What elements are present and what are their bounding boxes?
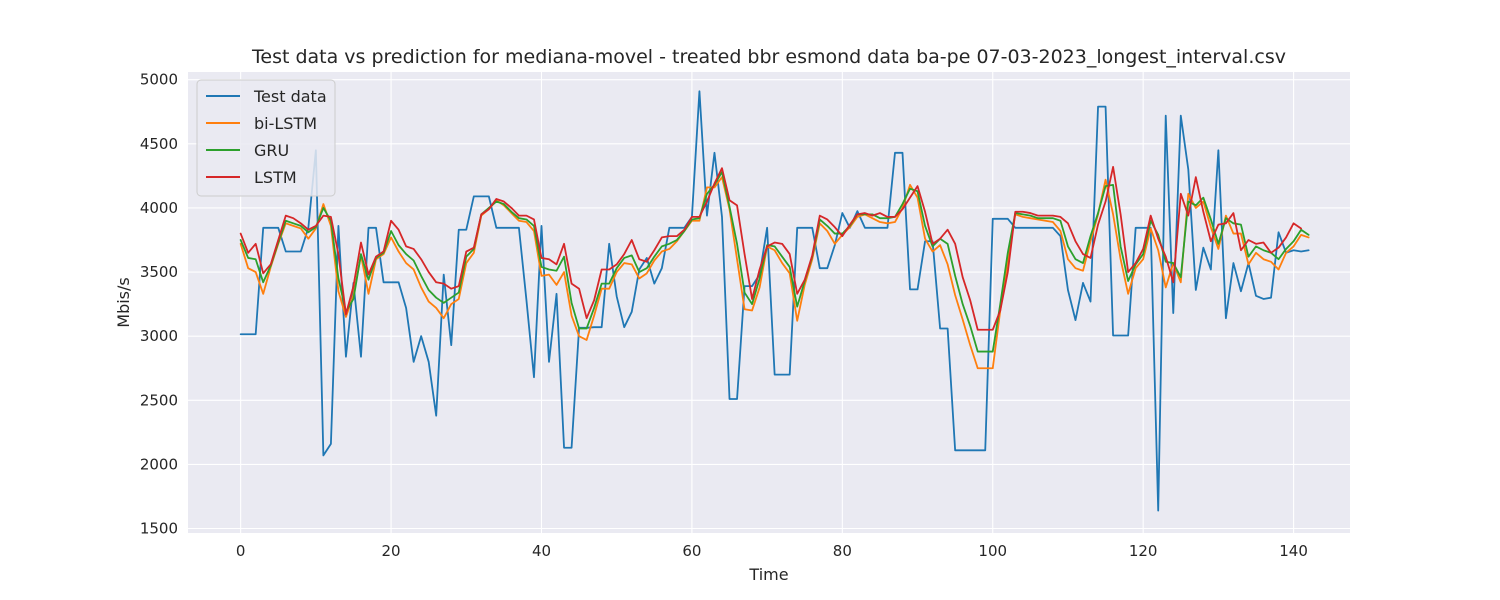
- series-line-bi-lstm: [239, 176, 1310, 370]
- x-tick-label: 140: [1279, 542, 1308, 560]
- x-tick-label: 40: [532, 542, 551, 560]
- y-tick-label: 3500: [140, 263, 178, 281]
- legend-label: Test data: [253, 87, 327, 106]
- y-tick-label: 1500: [140, 520, 178, 538]
- y-tick-label: 3000: [140, 327, 178, 345]
- legend-label: GRU: [254, 141, 289, 160]
- series-layer: [239, 90, 1310, 512]
- x-tick-label: 20: [382, 542, 401, 560]
- y-tick-label: 2500: [140, 391, 178, 409]
- tick-labels: 0 20 40 60 80 100 120 140 1500 2000 2500 3000 3500 40…: [140, 71, 1308, 560]
- y-tick-label: 2000: [140, 455, 178, 473]
- x-tick-label: 100: [978, 542, 1007, 560]
- series-line-lstm: [239, 165, 1303, 331]
- x-tick-label: 60: [682, 542, 701, 560]
- x-tick-label: 120: [1129, 542, 1158, 560]
- y-tick-label: 4500: [140, 135, 178, 153]
- y-tick-label: 4000: [140, 199, 178, 217]
- series-line-gru: [239, 171, 1310, 353]
- legend-label: bi-LSTM: [254, 114, 317, 133]
- x-tick-label: 80: [833, 542, 852, 560]
- legend-label: LSTM: [254, 168, 297, 187]
- y-axis-label: Mbis/s: [114, 277, 133, 327]
- x-axis-label: Time: [748, 565, 788, 584]
- series-line-test-data: [239, 90, 1310, 512]
- legend-box: [196, 79, 336, 197]
- chart-title: Test data vs prediction for mediana-move…: [251, 46, 1286, 68]
- y-tick-label: 5000: [140, 71, 178, 89]
- x-tick-label: 0: [236, 542, 246, 560]
- legend: Test data bi-LSTM GRU LSTM: [196, 79, 336, 197]
